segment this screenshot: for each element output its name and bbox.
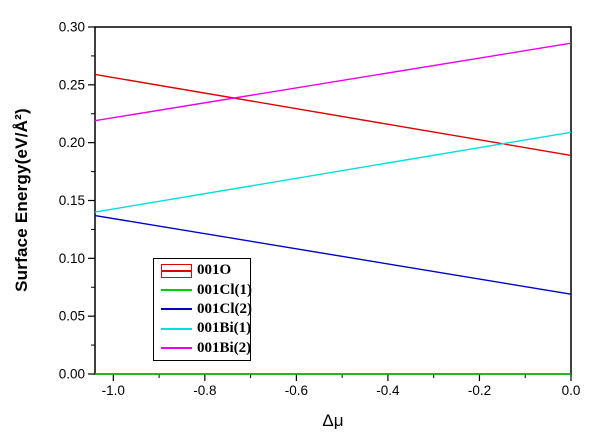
legend-item-001Bi1: 001Bi(1) <box>161 319 252 338</box>
x-tick-label: -0.8 <box>193 383 216 398</box>
series-line-001Bi(2) <box>94 42 572 122</box>
y-axis-title: Surface Energy(eV/Å²) <box>12 108 31 292</box>
legend: 001O 001Cl(1) 001Cl(2) 001Bi(1) 001Bi(2) <box>153 258 252 361</box>
legend-item-001O: 001O <box>161 261 250 280</box>
legend-line-sample <box>161 308 192 311</box>
y-tick-label: 0.00 <box>59 367 85 382</box>
series-line-001Cl(2) <box>94 214 572 295</box>
legend-line-sample <box>161 289 192 292</box>
x-axis-title: Δμ <box>322 411 344 430</box>
y-tick-label: 0.25 <box>59 77 85 92</box>
legend-line-sample <box>162 269 191 272</box>
x-tick-label: -0.4 <box>376 383 400 398</box>
y-tick-label: 0.20 <box>59 135 85 150</box>
legend-symbol-001Bi1 <box>161 322 192 336</box>
legend-symbol-001Cl1 <box>161 283 192 297</box>
legend-symbol-001O <box>161 263 192 278</box>
x-tick-label: -0.6 <box>285 383 308 398</box>
series-line-001Bi(1) <box>94 131 572 213</box>
legend-symbol-001Bi2 <box>161 341 192 355</box>
legend-label: 001Cl(1) <box>197 281 252 298</box>
legend-symbol-001Cl2 <box>161 302 192 316</box>
y-tick-label: 0.05 <box>59 309 85 324</box>
y-tick-label: 0.30 <box>59 20 85 35</box>
x-tick-label: 0.0 <box>562 383 581 398</box>
legend-label: 001Bi(1) <box>197 320 252 337</box>
legend-label: 001Bi(2) <box>197 339 252 356</box>
legend-line-sample <box>161 327 192 330</box>
y-tick-label: 0.15 <box>59 193 85 208</box>
legend-item-001Cl1: 001Cl(1) <box>161 281 252 300</box>
legend-line-sample <box>161 347 192 350</box>
x-tick-label: -0.2 <box>468 383 491 398</box>
legend-label: 001Cl(2) <box>197 300 252 317</box>
y-tick-label: 0.10 <box>59 251 85 266</box>
series-line-001O <box>94 73 572 157</box>
x-tick-label: -1.0 <box>102 383 125 398</box>
legend-item-001Bi2: 001Bi(2) <box>161 339 252 358</box>
legend-label: 001O <box>197 262 232 279</box>
legend-item-001Cl2: 001Cl(2) <box>161 300 252 319</box>
